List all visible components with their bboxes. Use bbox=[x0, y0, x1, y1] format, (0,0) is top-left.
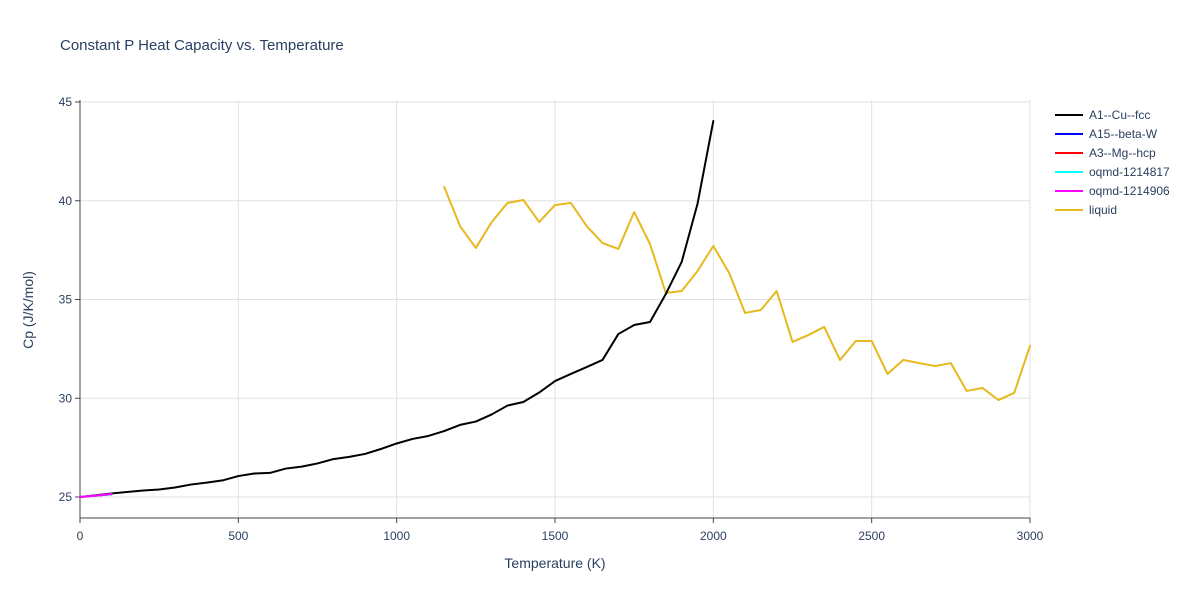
series-line-a1-cu-fcc[interactable] bbox=[79, 119, 715, 498]
legend-label: oqmd-1214817 bbox=[1089, 165, 1170, 179]
y-tick-label: 40 bbox=[59, 194, 73, 208]
chart-title: Constant P Heat Capacity vs. Temperature bbox=[60, 37, 344, 54]
y-tick-label: 30 bbox=[59, 391, 73, 405]
x-tick-label: 1500 bbox=[542, 529, 569, 543]
x-tick-label: 3000 bbox=[1017, 529, 1044, 543]
legend-label: A3--Mg--hcp bbox=[1089, 146, 1156, 160]
legend-item-oqmd-1214906[interactable]: oqmd-1214906 bbox=[1055, 184, 1170, 198]
y-tick-label: 45 bbox=[59, 95, 73, 109]
axes: 0 500 1000 1500 2000 2500 3000 25 30 35 40 45 bbox=[59, 95, 1044, 543]
x-tick-label: 1000 bbox=[383, 529, 410, 543]
y-tick-label: 25 bbox=[59, 490, 73, 504]
legend-item-liquid[interactable]: liquid bbox=[1055, 203, 1117, 217]
legend-label: A15--beta-W bbox=[1089, 127, 1158, 141]
legend-item-a3-mg-hcp[interactable]: A3--Mg--hcp bbox=[1055, 146, 1156, 160]
y-axis-label: Cp (J/K/mol) bbox=[20, 271, 36, 349]
x-axis-label: Temperature (K) bbox=[504, 555, 605, 571]
legend-item-a1-cu-fcc[interactable]: A1--Cu--fcc bbox=[1055, 108, 1150, 122]
legend-label: oqmd-1214906 bbox=[1089, 184, 1170, 198]
plot-area[interactable] bbox=[79, 119, 1031, 498]
x-tick-label: 2500 bbox=[858, 529, 885, 543]
gridlines bbox=[80, 100, 1031, 518]
legend-label: liquid bbox=[1089, 203, 1117, 217]
legend-label: A1--Cu--fcc bbox=[1089, 108, 1150, 122]
series-line-liquid[interactable] bbox=[443, 185, 1031, 402]
y-tick-label: 35 bbox=[59, 293, 73, 307]
x-tick-label: 0 bbox=[77, 529, 84, 543]
x-tick-label: 2000 bbox=[700, 529, 727, 543]
x-tick-label: 500 bbox=[228, 529, 248, 543]
legend-item-a15-beta-w[interactable]: A15--beta-W bbox=[1055, 127, 1158, 141]
series-line-oqmd-1214906[interactable] bbox=[79, 493, 113, 498]
legend: A1--Cu--fcc A15--beta-W A3--Mg--hcp oqmd-12… bbox=[1055, 108, 1170, 217]
legend-item-oqmd-1214817[interactable]: oqmd-1214817 bbox=[1055, 165, 1170, 179]
